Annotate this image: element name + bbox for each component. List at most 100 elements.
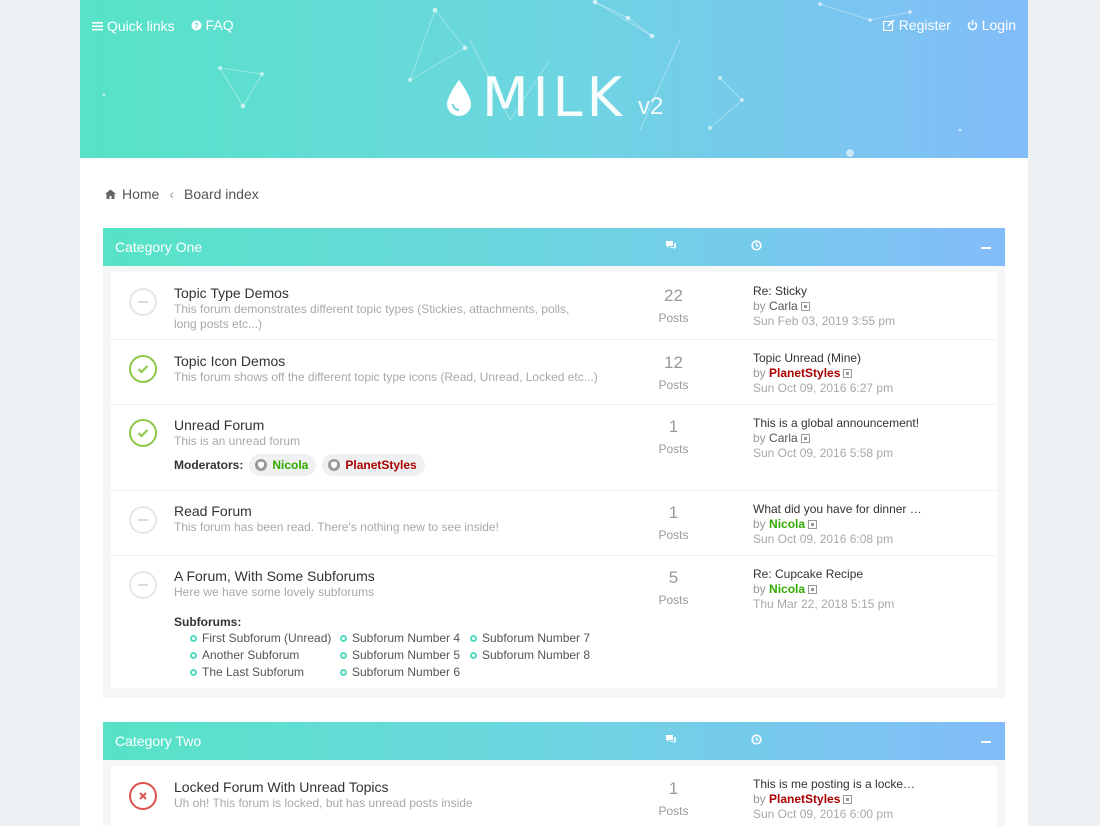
subforum-list: First Subforum (Unread) Subforum Number …	[190, 631, 600, 680]
by-label: by	[753, 431, 766, 445]
post-count-value: 1	[668, 417, 679, 436]
subforum-link[interactable]: Subforum Number 7	[470, 631, 600, 646]
moderator-pill[interactable]: Nicola	[249, 454, 317, 476]
subforum-link[interactable]: Another Subforum	[190, 648, 340, 663]
clock-icon	[751, 734, 762, 745]
post-count-label: Posts	[658, 378, 689, 392]
last-post-user[interactable]: PlanetStyles	[769, 366, 841, 380]
forum-row: Topic Icon Demos This forum shows off th…	[111, 340, 997, 405]
forum-post-count: 1 Posts	[651, 779, 696, 818]
subforum-label: Subforum Number 4	[352, 631, 461, 645]
last-post-user[interactable]: PlanetStyles	[769, 792, 841, 806]
by-label: by	[753, 792, 766, 806]
forum-title[interactable]: Topic Type Demos	[174, 285, 289, 301]
subforums: Subforums: First Subforum (Unread) Subfo…	[174, 615, 600, 680]
moderator-name: PlanetStyles	[345, 458, 417, 472]
last-post-user[interactable]: Nicola	[769, 517, 806, 531]
last-post-user[interactable]: Carla	[769, 431, 798, 445]
last-post-user[interactable]: Nicola	[769, 582, 806, 596]
subforum-label: Subforum Number 8	[482, 648, 591, 662]
subforum-label: Subforum Number 5	[352, 648, 461, 662]
forum-title[interactable]: Locked Forum With Unread Topics	[174, 779, 389, 795]
breadcrumb-home[interactable]: Home	[122, 186, 160, 202]
forum-description: Uh oh! This forum is locked, but has unr…	[174, 796, 473, 810]
last-post-user[interactable]: Carla	[769, 299, 798, 313]
login-label: Login	[981, 17, 1016, 33]
goto-post-icon[interactable]	[808, 585, 818, 595]
forum-description: Here we have some lovely subforums	[174, 585, 375, 599]
last-post: This is me posting is a locke… by Planet…	[753, 777, 915, 822]
subforum-link[interactable]: The Last Subforum	[190, 665, 340, 680]
moderator-pill[interactable]: PlanetStyles	[322, 454, 425, 476]
post-count-label: Posts	[658, 804, 689, 818]
faq-label: FAQ	[205, 17, 234, 33]
forum-title[interactable]: Read Forum	[174, 503, 252, 519]
forum-row: Read Forum This forum has been read. The…	[111, 491, 997, 556]
subforum-dot-icon	[340, 652, 347, 659]
forum-row: Locked Forum With Unread Topics Uh oh! T…	[111, 766, 997, 826]
post-count-label: Posts	[658, 528, 689, 542]
moderators: Moderators: Nicola PlanetStyles	[174, 454, 425, 476]
last-post-title[interactable]: Re: Sticky	[753, 284, 808, 298]
site-logo[interactable]: MILK v2	[444, 66, 663, 129]
collapse-button[interactable]	[981, 741, 991, 743]
collapse-button[interactable]	[981, 247, 991, 249]
forum-title[interactable]: Unread Forum	[174, 417, 265, 433]
category-header: Category One	[103, 228, 1005, 266]
last-post-title[interactable]: This is me posting is a locke…	[753, 777, 916, 791]
forum-row: A Forum, With Some Subforums Here we hav…	[111, 556, 997, 688]
forum-status-unread-icon	[129, 355, 157, 383]
faq-link[interactable]: ? FAQ	[191, 17, 234, 33]
login-link[interactable]: Login	[967, 17, 1016, 33]
register-link[interactable]: Register	[882, 17, 951, 33]
post-count-label: Posts	[658, 593, 689, 607]
last-post-title[interactable]: This is a global announcement!	[753, 416, 920, 430]
last-post-title[interactable]: Topic Unread (Mine)	[753, 351, 862, 365]
goto-post-icon[interactable]	[800, 302, 810, 312]
last-post-date: Sun Oct 09, 2016 6:27 pm	[753, 381, 894, 395]
forum-post-count: 5 Posts	[651, 568, 696, 607]
quick-links-button[interactable]: Quick links	[92, 18, 175, 34]
forum-post-count: 12 Posts	[651, 353, 696, 392]
forum-status-read-icon	[129, 288, 157, 316]
subforum-link[interactable]: Subforum Number 8	[470, 648, 600, 663]
last-post-title[interactable]: Re: Cupcake Recipe	[753, 567, 864, 581]
last-post-date: Sun Oct 09, 2016 6:08 pm	[753, 532, 894, 546]
post-count-value: 12	[664, 353, 683, 372]
comments-icon	[666, 735, 676, 744]
last-post-title[interactable]: What did you have for dinner …	[753, 502, 922, 516]
by-label: by	[753, 517, 766, 531]
subforum-link[interactable]: First Subforum (Unread)	[190, 631, 340, 646]
subforum-link[interactable]: Subforum Number 6	[340, 665, 470, 680]
register-label: Register	[898, 17, 951, 33]
post-count-value: 22	[664, 286, 683, 305]
question-icon: ?	[191, 20, 202, 30]
goto-post-icon[interactable]	[800, 434, 810, 444]
subforum-link[interactable]: Subforum Number 4	[340, 631, 470, 646]
forum-title[interactable]: A Forum, With Some Subforums	[174, 568, 375, 584]
last-post-date: Sun Feb 03, 2019 3:55 pm	[753, 314, 896, 328]
goto-post-icon[interactable]	[843, 369, 853, 379]
subforum-dot-icon	[190, 669, 197, 676]
category-title[interactable]: Category One	[115, 239, 203, 255]
subforum-label: Subforum Number 6	[352, 665, 461, 679]
subforum-dot-icon	[190, 635, 197, 642]
breadcrumb-board-index[interactable]: Board index	[184, 186, 259, 202]
moderator-name: Nicola	[272, 458, 309, 472]
by-label: by	[753, 582, 766, 596]
category-title[interactable]: Category Two	[115, 733, 202, 749]
subforum-dot-icon	[470, 652, 477, 659]
forum-title[interactable]: Topic Icon Demos	[174, 353, 286, 369]
breadcrumb-separator: ‹	[169, 186, 175, 202]
logo-text: MILK	[482, 66, 627, 129]
post-count-value: 5	[668, 568, 679, 587]
subforum-link[interactable]: Subforum Number 5	[340, 648, 470, 663]
droplet-icon	[447, 79, 471, 116]
site-header: Quick links ? FAQ Register Login MILK v2	[80, 0, 1028, 158]
forum-description: This forum demonstrates different topic …	[174, 302, 570, 331]
network-background	[102, 0, 962, 157]
forum-row: Unread Forum This is an unread forum Mod…	[111, 405, 997, 491]
last-post: Re: Cupcake Recipe by Nicola Thu Mar 22,…	[753, 567, 894, 612]
goto-post-icon[interactable]	[808, 520, 818, 530]
goto-post-icon[interactable]	[843, 795, 853, 805]
